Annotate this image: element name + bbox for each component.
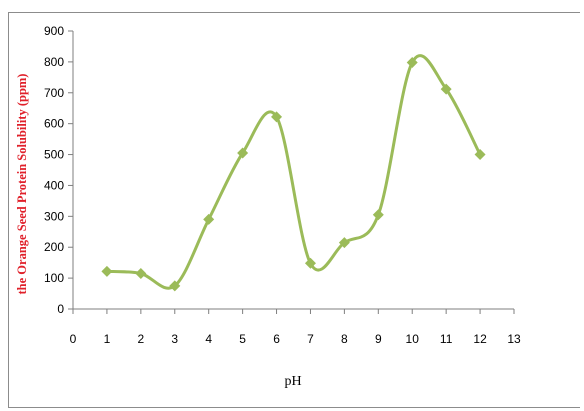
data-point-marker	[203, 213, 215, 225]
x-axis-ticks: 0 1 2 3 4 5 6 7 8 9 10 11 12 13	[70, 309, 521, 346]
y-tick-label: 0	[57, 302, 64, 316]
x-tick-label: 13	[507, 332, 521, 346]
data-point-marker	[101, 265, 113, 277]
x-tick-label: 5	[239, 332, 246, 346]
data-point-marker	[372, 209, 384, 221]
x-tick-label: 4	[205, 332, 212, 346]
data-point-marker	[135, 267, 147, 279]
x-tick-label: 10	[406, 332, 420, 346]
chart-frame	[8, 12, 580, 408]
series-line	[106, 54, 482, 290]
x-tick-label: 8	[341, 332, 348, 346]
y-tick-label: 900	[44, 24, 64, 38]
data-point-marker	[440, 83, 452, 95]
data-point-marker	[304, 257, 316, 269]
y-tick-label: 400	[44, 178, 64, 192]
data-point-marker	[237, 147, 249, 159]
data-point-marker	[406, 57, 418, 69]
data-point-marker	[474, 149, 486, 161]
y-axis-ticks: 0 100 200 300 400 500 600 700 800 900	[44, 24, 73, 316]
x-tick-label: 3	[171, 332, 178, 346]
y-tick-label: 200	[44, 240, 64, 254]
y-tick-label: 800	[44, 55, 64, 69]
x-tick-label: 6	[273, 332, 280, 346]
x-axis-label: pH	[284, 374, 301, 389]
data-point-marker	[271, 111, 283, 123]
y-axis-label: the Orange Seed Protein Solubility (ppm)	[15, 74, 29, 295]
y-tick-label: 600	[44, 117, 64, 131]
x-tick-label: 0	[70, 332, 77, 346]
series-markers	[101, 57, 486, 292]
x-tick-label: 1	[104, 332, 111, 346]
data-point-marker	[169, 280, 181, 292]
y-tick-label: 300	[44, 209, 64, 223]
x-tick-label: 7	[307, 332, 314, 346]
y-tick-label: 500	[44, 148, 64, 162]
y-tick-label: 100	[44, 271, 64, 285]
x-tick-label: 2	[138, 332, 145, 346]
data-point-marker	[338, 237, 350, 249]
x-tick-label: 11	[440, 332, 453, 346]
y-tick-label: 700	[44, 86, 64, 100]
x-tick-label: 9	[375, 332, 382, 346]
x-tick-label: 12	[473, 332, 487, 346]
